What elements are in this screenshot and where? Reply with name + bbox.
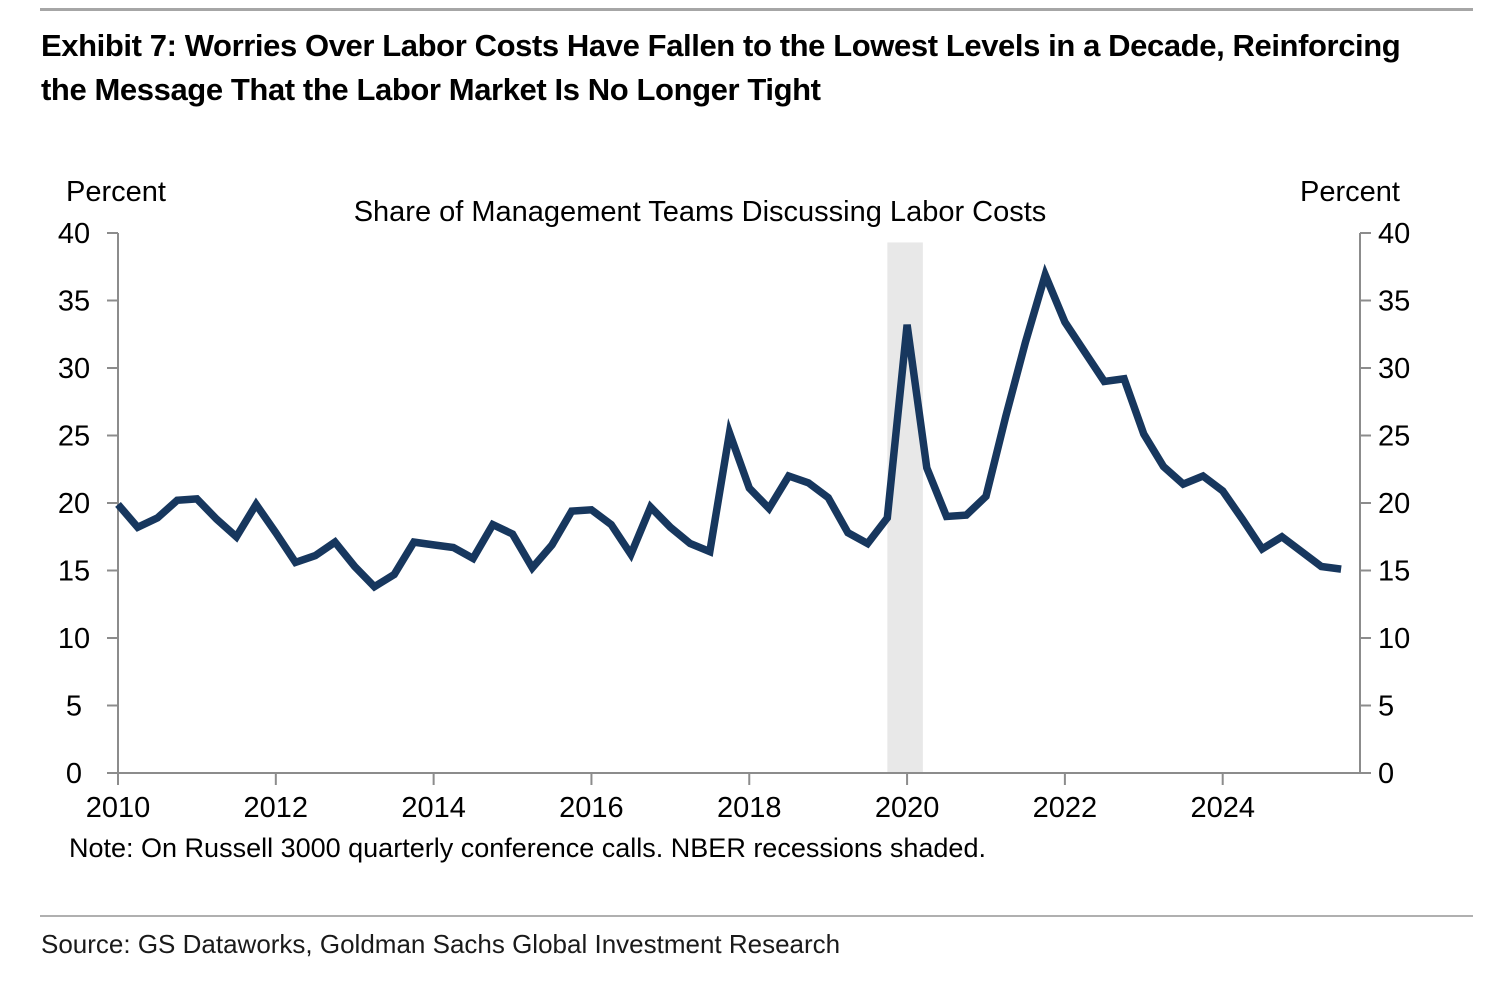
y-axis-left-tick-label: 0: [66, 758, 82, 790]
source-text: Source: GS Dataworks, Goldman Sachs Glob…: [41, 929, 841, 959]
y-axis-left-tick-label: 40: [58, 218, 90, 250]
recession-band: [887, 242, 923, 773]
y-axis-left-tick-label: 15: [58, 556, 90, 588]
y-axis-right-tick-label: 40: [1378, 218, 1410, 250]
y-axis-right-tick-label: 25: [1378, 421, 1410, 453]
x-axis-tick-label: 2020: [875, 792, 940, 824]
y-axis-right-tick-label: 0: [1378, 758, 1394, 790]
chart-axes: [107, 232, 1371, 785]
y-axis-right-tick-label: 10: [1378, 623, 1410, 655]
source-divider: [40, 915, 1473, 917]
exhibit-title-line-2: the Message That the Labor Market Is No …: [41, 72, 821, 107]
y-axis-right-tick-label: 20: [1378, 488, 1410, 520]
x-axis-tick-label: 2010: [86, 792, 151, 824]
x-axis-tick-label: 2024: [1190, 792, 1255, 824]
y-axis-right-tick-label: 35: [1378, 286, 1410, 318]
exhibit-title: Exhibit 7: Worries Over Labor Costs Have…: [41, 24, 1486, 112]
x-axis-tick-label: 2018: [717, 792, 782, 824]
x-axis-tick-label: 2022: [1033, 792, 1098, 824]
x-axis-tick-label: 2014: [401, 792, 466, 824]
y-axis-left-tick-label: 20: [58, 488, 90, 520]
y-axis-left-tick-label: 30: [58, 353, 90, 385]
top-divider: [40, 8, 1473, 11]
y-axis-right-tick-label: 30: [1378, 353, 1410, 385]
y-axis-left-tick-label: 25: [58, 421, 90, 453]
y-axis-left-tick-label: 35: [58, 286, 90, 318]
x-axis-tick-label: 2016: [559, 792, 624, 824]
y-axis-left-tick-label: 5: [66, 691, 82, 723]
y-axis-left-tick-label: 10: [58, 623, 90, 655]
left-axis-unit-label: Percent: [66, 176, 166, 208]
chart-title: Share of Management Teams Discussing Lab…: [353, 196, 1047, 228]
chart-note: Note: On Russell 3000 quarterly conferen…: [69, 833, 986, 863]
x-axis-tick-label: 2012: [244, 792, 309, 824]
y-axis-right-tick-label: 5: [1378, 691, 1394, 723]
labor-costs-series-line: [115, 263, 1342, 592]
right-axis-unit-label: Percent: [1300, 176, 1400, 208]
y-axis-right-tick-label: 15: [1378, 556, 1410, 588]
exhibit-title-line-1: Exhibit 7: Worries Over Labor Costs Have…: [41, 28, 1401, 63]
